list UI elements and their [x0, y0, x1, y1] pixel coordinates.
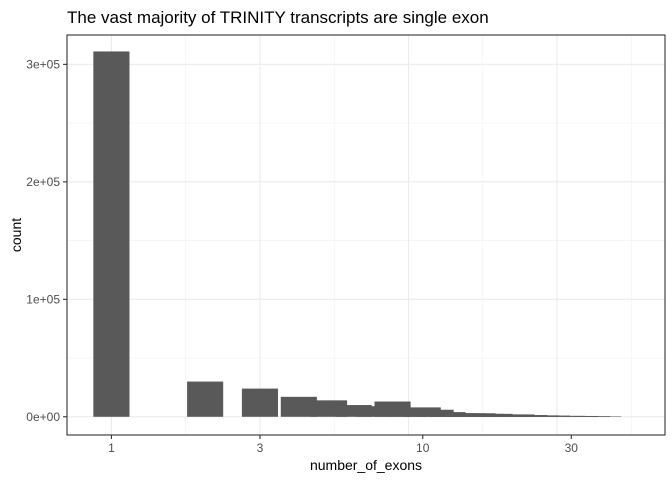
- x-tick-label: 10: [416, 441, 430, 455]
- y-tick-label: 3e+05: [26, 57, 60, 71]
- x-axis-title: number_of_exons: [310, 457, 422, 473]
- x-tick-label: 30: [565, 441, 579, 455]
- x-tick-label: 1: [108, 441, 115, 455]
- histogram-bar: [187, 382, 223, 417]
- y-tick-label: 0e+00: [26, 410, 60, 424]
- x-tick-label: 3: [257, 441, 264, 455]
- y-tick-label: 2e+05: [26, 175, 60, 189]
- y-axis-title: count: [8, 218, 24, 252]
- histogram-bar: [242, 389, 278, 417]
- y-tick-label: 1e+05: [26, 292, 60, 306]
- histogram-bar: [93, 51, 129, 416]
- chart-title: The vast majority of TRINITY transcripts…: [67, 8, 489, 27]
